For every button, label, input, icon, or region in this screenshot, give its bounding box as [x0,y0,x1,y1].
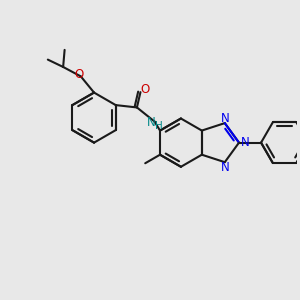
Text: N: N [146,116,155,129]
Text: N: N [241,136,249,149]
Text: N: N [221,161,230,174]
Text: N: N [221,112,230,124]
Text: H: H [154,121,162,131]
Text: O: O [74,68,83,80]
Text: O: O [140,83,149,96]
